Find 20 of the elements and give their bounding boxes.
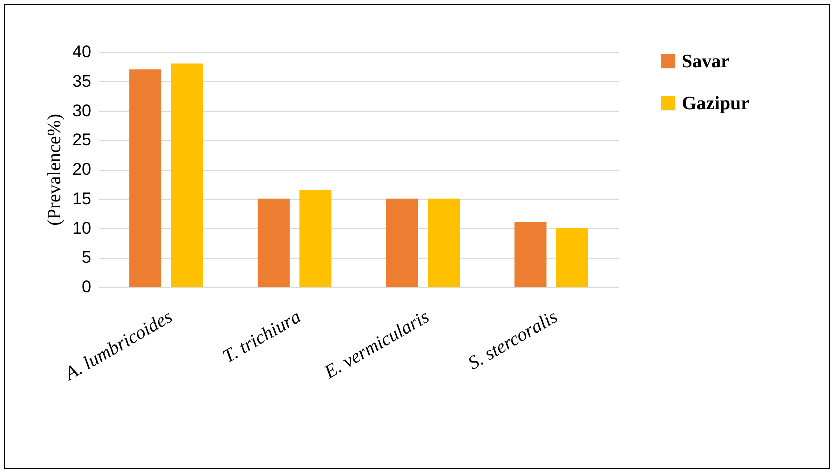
- y-tick-label: 30: [72, 101, 92, 120]
- y-axis-title: (Prevalence%): [44, 114, 66, 226]
- bar: [556, 228, 588, 287]
- bar: [300, 190, 332, 287]
- legend-label: Gazipur: [682, 94, 750, 114]
- bar: [171, 64, 204, 287]
- y-tick-label: 20: [72, 160, 92, 179]
- bar: [386, 198, 418, 287]
- y-tick-label: 0: [82, 278, 92, 296]
- bar: [130, 70, 162, 287]
- bar: [258, 198, 290, 287]
- y-tick-label: 35: [72, 72, 92, 91]
- legend-label: Savar: [682, 52, 730, 72]
- y-tick-label: 25: [72, 130, 92, 150]
- bar: [514, 222, 547, 287]
- y-tick-label: 10: [72, 218, 92, 238]
- y-tick-label: 5: [82, 248, 92, 268]
- bar: [428, 198, 460, 287]
- y-tick-label: 40: [72, 42, 92, 62]
- y-tick-label: 15: [72, 189, 92, 208]
